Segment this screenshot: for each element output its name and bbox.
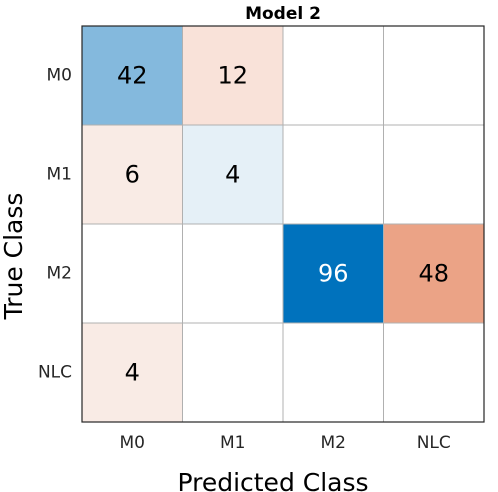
matrix-cell-M0-M2 bbox=[283, 26, 384, 125]
matrix-cell-M1-M1 bbox=[182, 125, 283, 224]
matrix-cell-NLC-NLC bbox=[383, 323, 484, 422]
x-tick-labels: M0 M1 M2 NLC bbox=[120, 433, 451, 453]
x-tick-label: M1 bbox=[220, 433, 245, 453]
cell-values: 42 12 6 4 96 48 4 bbox=[117, 62, 449, 387]
matrix-cell-M2-M0 bbox=[82, 224, 183, 323]
matrix-cell-M1-M2 bbox=[283, 125, 384, 224]
y-tick-labels: M0 M1 M2 NLC bbox=[38, 66, 72, 383]
matrix-cell-M0-M0 bbox=[82, 26, 183, 125]
matrix-cell-M1-M0 bbox=[82, 125, 183, 224]
cell-value-M0-M1: 12 bbox=[217, 62, 248, 90]
cell-value-M0-M0: 42 bbox=[117, 62, 148, 90]
matrix-grid bbox=[82, 26, 484, 422]
cell-value-M1-M0: 6 bbox=[125, 161, 140, 189]
x-axis-label: Predicted Class bbox=[177, 468, 368, 492]
matrix-cell-M2-M1 bbox=[182, 224, 283, 323]
y-tick-label: M1 bbox=[47, 165, 72, 185]
y-tick-label: NLC bbox=[38, 363, 72, 383]
matrix-cell-M2-M2 bbox=[283, 224, 384, 323]
matrix-frame bbox=[81, 25, 485, 423]
matrix-cell-M1-NLC bbox=[383, 125, 484, 224]
matrix-cell-M0-M1 bbox=[182, 26, 283, 125]
matrix-cell-M2-NLC bbox=[383, 224, 484, 323]
cell-value-NLC-M0: 4 bbox=[125, 359, 140, 387]
cell-value-M2-NLC: 48 bbox=[418, 260, 449, 288]
matrix-cell-NLC-M1 bbox=[182, 323, 283, 422]
y-tick-label: M0 bbox=[47, 66, 72, 86]
matrix-cell-M0-NLC bbox=[383, 26, 484, 125]
chart-title: Model 2 bbox=[245, 4, 321, 24]
y-tick-label: M2 bbox=[47, 264, 72, 284]
cell-value-M2-M2: 96 bbox=[318, 260, 349, 288]
cell-value-M1-M1: 4 bbox=[225, 161, 240, 189]
x-tick-label: NLC bbox=[417, 433, 451, 453]
x-tick-label: M2 bbox=[321, 433, 346, 453]
matrix-cell-NLC-M2 bbox=[283, 323, 384, 422]
y-axis-label: True Class bbox=[0, 193, 28, 321]
x-tick-label: M0 bbox=[120, 433, 145, 453]
matrix-cells bbox=[82, 26, 484, 422]
matrix-cell-NLC-M0 bbox=[82, 323, 183, 422]
